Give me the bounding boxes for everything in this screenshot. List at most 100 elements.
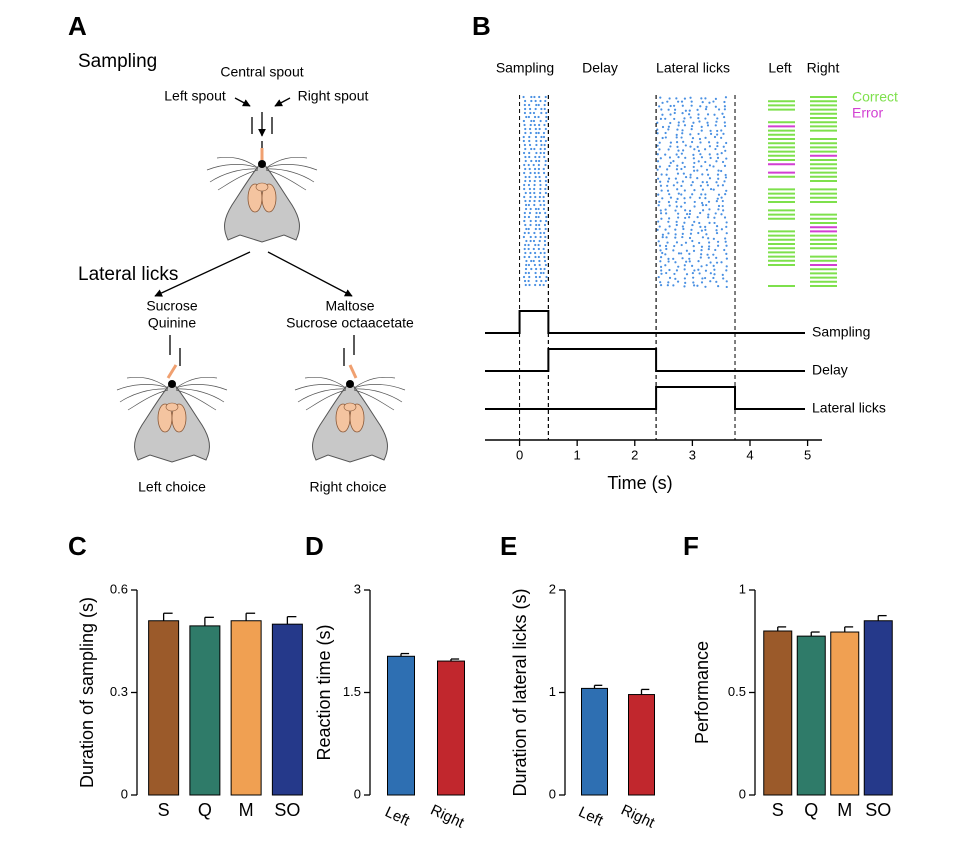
- raster-dot: [522, 235, 525, 239]
- raster-dot: [544, 191, 547, 195]
- raster-dot: [534, 175, 537, 179]
- raster-dot: [677, 121, 680, 124]
- raster-dot: [527, 263, 531, 267]
- raster-dot: [725, 157, 728, 160]
- raster-dot: [528, 167, 531, 171]
- raster-dot: [529, 123, 532, 127]
- raster-dot: [724, 96, 728, 99]
- raster-dot: [544, 139, 547, 143]
- raster-dot: [528, 187, 531, 191]
- y-tick-label: 2: [549, 581, 556, 596]
- bar: [148, 620, 180, 796]
- event-trace: [485, 386, 805, 410]
- raster-dot: [524, 271, 527, 275]
- raster-dot: [723, 216, 727, 219]
- raster-dot: [677, 124, 680, 127]
- raster-dot: [705, 233, 708, 236]
- raster-dot: [544, 159, 547, 163]
- raster-dot: [708, 145, 711, 148]
- raster-dot: [534, 227, 537, 231]
- raster-dot: [528, 135, 531, 139]
- raster-dot: [539, 187, 542, 191]
- y-tick-label: 1: [549, 684, 556, 699]
- raster-dot: [712, 276, 715, 280]
- raster-dot: [716, 129, 719, 133]
- raster-dot: [690, 184, 693, 187]
- raster-dot: [709, 280, 712, 283]
- raster-dot: [668, 97, 671, 100]
- raster-dot: [522, 151, 526, 155]
- raster-dot: [682, 227, 685, 231]
- raster-dot: [709, 272, 712, 275]
- raster-dot: [723, 124, 727, 128]
- raster-dot: [696, 169, 699, 172]
- x-tick-label: S: [158, 800, 170, 820]
- raster-dot: [658, 225, 661, 228]
- raster-dot: [690, 128, 693, 131]
- raster-dot: [721, 112, 724, 115]
- raster-dot: [703, 276, 707, 280]
- raster-dot: [721, 184, 725, 187]
- raster-dot: [700, 125, 703, 128]
- choice-header: Right: [807, 60, 840, 76]
- raster-dot: [698, 272, 701, 275]
- raster-dot: [667, 108, 670, 111]
- raster-dot: [523, 279, 527, 283]
- raster-dot: [725, 221, 728, 224]
- raster-dot: [533, 171, 536, 175]
- raster-dot: [697, 149, 701, 152]
- raster-dot: [667, 281, 670, 284]
- x-tick-label: 3: [689, 447, 696, 462]
- raster-dot: [699, 141, 702, 144]
- raster-dot: [522, 135, 525, 139]
- raster-dot: [683, 97, 687, 100]
- raster-dot: [700, 229, 704, 232]
- raster-dot: [544, 243, 547, 247]
- raster-dot: [538, 123, 541, 127]
- raster-dot: [669, 161, 672, 165]
- raster-dot: [683, 264, 686, 267]
- raster-dot: [529, 111, 532, 115]
- raster-dot: [724, 237, 727, 240]
- raster-dot: [532, 119, 536, 123]
- raster-dot: [680, 205, 683, 208]
- raster-dot: [657, 193, 660, 196]
- raster-dot: [714, 147, 717, 151]
- raster-dot: [717, 284, 720, 288]
- raster-dot: [533, 167, 537, 171]
- raster-dot: [720, 151, 723, 155]
- raster-dot: [699, 105, 702, 108]
- raster-dot: [524, 99, 527, 103]
- label: Quinine: [148, 315, 196, 331]
- raster-dot: [693, 161, 696, 165]
- raster-dot: [666, 168, 669, 171]
- raster-dot: [716, 144, 719, 148]
- raster-dot: [689, 145, 692, 148]
- raster-dot: [664, 264, 667, 267]
- raster-dot: [715, 256, 718, 259]
- raster-dot: [538, 283, 542, 287]
- raster-dot: [698, 221, 701, 225]
- raster-dot: [673, 244, 676, 248]
- raster-dot: [688, 260, 691, 263]
- raster-dot: [681, 104, 684, 107]
- x-tick-label: 5: [804, 447, 811, 462]
- raster-dot: [664, 253, 667, 256]
- raster-dot: [544, 211, 547, 215]
- x-tick-label: 1: [574, 447, 581, 462]
- raster-dot: [528, 283, 531, 287]
- raster-dot: [523, 111, 527, 115]
- raster-dot: [697, 231, 700, 235]
- raster-dot: [542, 135, 546, 139]
- raster-dot: [543, 251, 546, 255]
- raster-dot: [661, 101, 664, 104]
- raster-dot: [542, 247, 545, 251]
- raster-dot: [689, 196, 692, 199]
- raster-dot: [697, 117, 700, 120]
- raster-dot: [544, 99, 547, 103]
- raster-dot: [657, 204, 660, 207]
- raster-dot: [540, 111, 543, 115]
- raster-dot: [525, 239, 528, 243]
- raster-dot: [527, 163, 530, 167]
- raster-dot: [535, 143, 538, 147]
